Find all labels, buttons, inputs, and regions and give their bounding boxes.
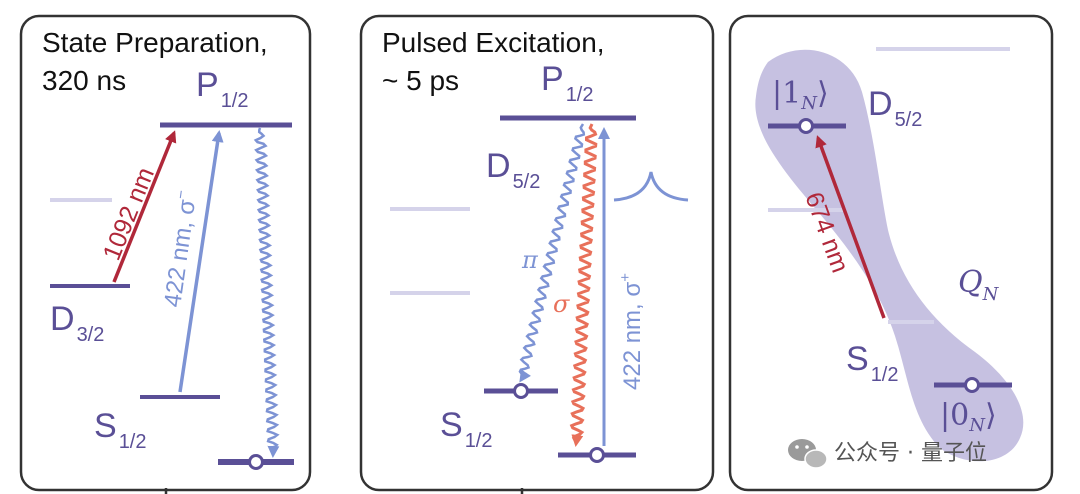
- label-p: P 1/2: [541, 60, 594, 106]
- decay-wave-pi: [518, 123, 586, 383]
- panel-title-line2: ~ 5 ps: [382, 65, 459, 96]
- label-pi: π: [521, 246, 539, 274]
- qubit-state-0: [964, 377, 980, 393]
- label-s12: S 1/2: [440, 406, 493, 452]
- label-p: P 1/2: [196, 66, 249, 112]
- panel-frame: [359, 14, 715, 492]
- population-dot: [248, 454, 264, 470]
- arrow-674nm: [815, 135, 886, 319]
- label-d52: D 5/2: [486, 147, 540, 193]
- label-s12: S 1/2: [94, 407, 147, 453]
- panel-qubit: |1N⟩ |0N⟩ D 5/2 S 1/2 QN 674 nm: [728, 14, 1054, 492]
- arrow-422nm-pulse-label: 422 nm, σ+: [617, 273, 646, 390]
- ket-0n: |0N⟩: [940, 398, 997, 436]
- panel-pulsed-excitation: Pulsed Excitation, ~ 5 ps P 1/2 D 5/2 S 1/2…: [359, 14, 715, 494]
- label-d32: D 3/2: [50, 300, 104, 346]
- arrow-1092nm: [112, 130, 177, 283]
- watermark-text: 公众号 · 量子位: [834, 441, 987, 466]
- panel-title-line1: Pulsed Excitation,: [382, 27, 605, 58]
- population-dot: [589, 447, 605, 463]
- label-d52: D 5/2: [868, 85, 922, 131]
- arrow-422nm-pump: [178, 130, 224, 393]
- panel-title-line2: 320 ns: [42, 65, 126, 96]
- population-dot: [513, 383, 529, 399]
- watermark: 公众号 · 量子位: [788, 439, 987, 469]
- label-s12: S 1/2: [846, 340, 899, 386]
- pulse-icon: [613, 171, 689, 202]
- decay-wave-sigma: [569, 123, 598, 447]
- label-qubit: QN: [958, 265, 1000, 305]
- panel-state-preparation: State Preparation, 320 ns P 1/2 D 3/2 S 1/2…: [19, 14, 312, 494]
- decay-wave-p1: [253, 127, 280, 458]
- ket-1n: |1N⟩: [772, 76, 829, 114]
- label-sigma: σ: [553, 290, 570, 318]
- panel-title-line1: State Preparation,: [42, 27, 268, 58]
- qubit-state-1: [798, 118, 814, 134]
- wechat-icon: [788, 439, 828, 469]
